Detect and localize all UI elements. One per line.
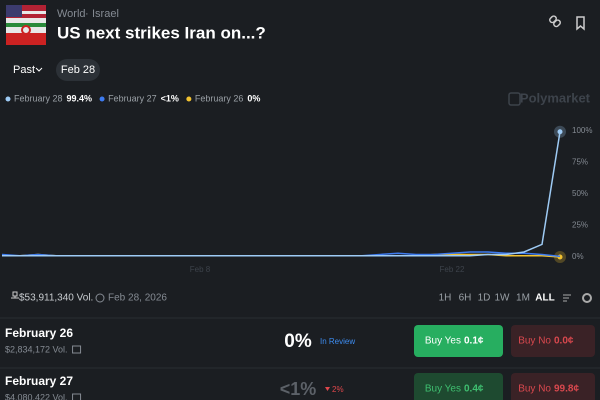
status: In Review xyxy=(320,337,355,346)
legend-value: 99.4% xyxy=(67,93,93,103)
link-icon[interactable] xyxy=(549,15,561,28)
bookmark-icon[interactable] xyxy=(576,16,585,31)
buy-yes-label[interactable]: Buy Yes xyxy=(425,336,461,347)
legend-value: <1% xyxy=(161,93,179,103)
yes-price[interactable]: 0.4¢ xyxy=(464,384,484,395)
filter-button[interactable] xyxy=(56,59,100,81)
breadcrumb[interactable]: Israel xyxy=(92,8,119,20)
range-button[interactable]: 1D xyxy=(478,293,491,304)
y-tick-label: 0% xyxy=(572,252,584,261)
gift-icon xyxy=(72,345,82,354)
breadcrumb[interactable]: World xyxy=(57,8,86,20)
filter-icon[interactable] xyxy=(563,294,571,302)
buy-yes-label[interactable]: Buy Yes xyxy=(425,384,461,395)
legend-value: 0% xyxy=(247,93,260,103)
range-button[interactable]: 1H xyxy=(439,293,452,304)
y-tick-label: 50% xyxy=(572,189,588,198)
chevron xyxy=(35,67,43,72)
outcome-name: February 27 xyxy=(5,374,73,388)
range-button[interactable]: ALL xyxy=(535,293,554,304)
y-tick-label: 25% xyxy=(572,221,588,230)
filter-label[interactable]: Feb 28 xyxy=(61,64,95,76)
outcome-chance: 0% xyxy=(284,331,312,352)
buy-no-label[interactable]: Buy No xyxy=(518,384,551,395)
buy-no-button[interactable] xyxy=(511,325,595,357)
range-button[interactable]: 1W xyxy=(495,293,511,304)
brand-logo xyxy=(508,92,521,106)
x-tick-label: Feb 8 xyxy=(190,265,211,274)
yes-price[interactable]: 0.1¢ xyxy=(464,336,484,347)
end-point xyxy=(557,129,563,135)
buy-yes-button[interactable] xyxy=(414,325,503,357)
legend-name: February 27 xyxy=(108,93,157,103)
y-tick-label: 75% xyxy=(572,158,588,167)
buy-no-label[interactable]: Buy No xyxy=(518,336,551,347)
outcome-volume: $4,080,422 Vol. xyxy=(5,392,68,400)
filter-button[interactable] xyxy=(5,59,50,81)
title: US next strikes Iran on...? xyxy=(57,23,266,42)
brand: Polymarket xyxy=(520,90,591,105)
volume: $53,911,340 Vol. xyxy=(19,293,93,304)
legend-name: February 28 xyxy=(14,93,63,103)
end-point xyxy=(557,254,563,260)
legend-name: February 26 xyxy=(195,93,244,103)
clock-icon xyxy=(95,293,105,303)
legend-dot xyxy=(186,96,192,102)
range-button[interactable]: 6H xyxy=(459,293,472,304)
outcome-name: February 26 xyxy=(5,326,73,340)
buy-yes-button[interactable] xyxy=(414,373,503,400)
outcome-chance: <1% xyxy=(280,379,317,399)
market-icon xyxy=(6,5,46,45)
x-tick-label: Feb 22 xyxy=(440,265,465,274)
no-price[interactable]: 99.8¢ xyxy=(554,384,579,395)
change: 2% xyxy=(332,385,344,394)
buy-no-button[interactable] xyxy=(511,373,595,400)
legend-dot xyxy=(5,96,11,102)
outcome-volume: $2,834,172 Vol. xyxy=(5,344,68,354)
down-arrow xyxy=(325,387,330,391)
range-button[interactable]: 1M xyxy=(516,293,530,304)
trophy-icon xyxy=(11,291,19,299)
settings-icon[interactable] xyxy=(582,293,592,303)
filter-label[interactable]: Past xyxy=(13,64,35,76)
y-tick-label: 100% xyxy=(572,126,592,135)
no-price[interactable]: 0.0¢ xyxy=(554,336,574,347)
gift-icon xyxy=(72,393,82,400)
legend-dot xyxy=(99,96,105,102)
series-line xyxy=(2,131,561,257)
separator: · xyxy=(85,8,89,20)
end-date: Feb 28, 2026 xyxy=(108,293,167,304)
